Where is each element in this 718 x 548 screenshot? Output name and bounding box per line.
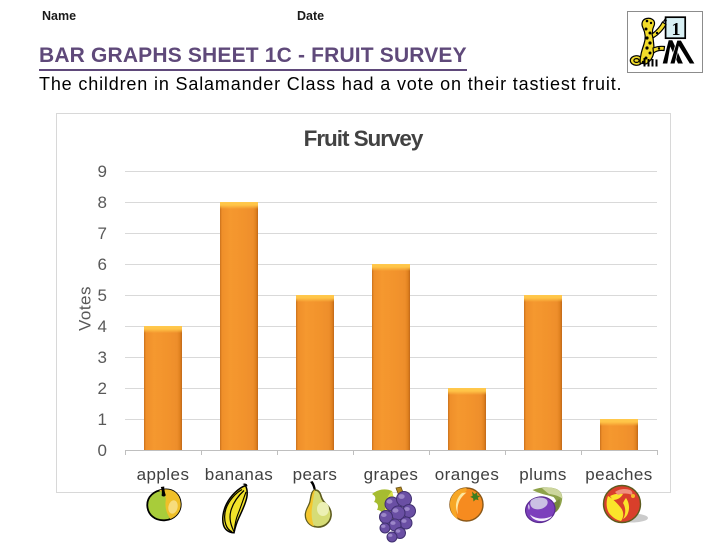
- svg-text:1: 1: [672, 19, 681, 39]
